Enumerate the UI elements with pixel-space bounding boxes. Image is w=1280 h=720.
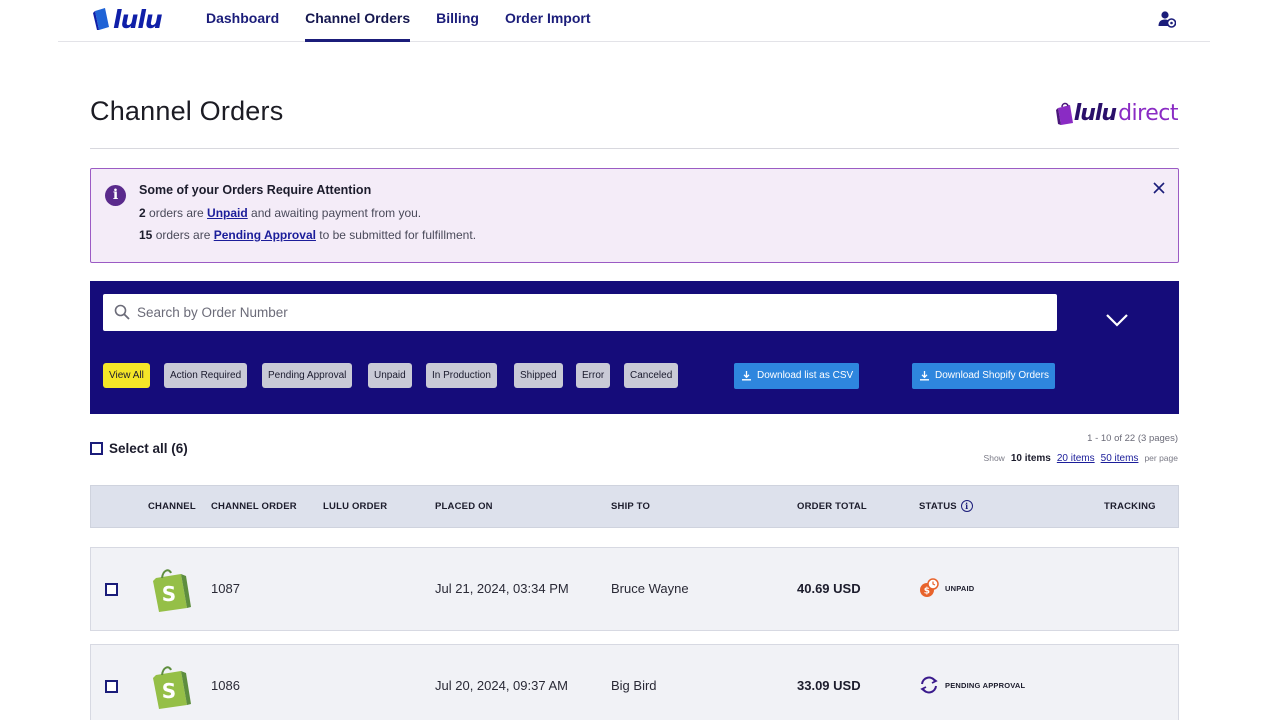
order-total: 33.09 USD [797, 678, 861, 693]
lulu-direct-logo-part1: lulu [1073, 101, 1117, 126]
placed-on: Jul 20, 2024, 09:37 AM [435, 678, 568, 693]
row-checkbox[interactable] [105, 583, 118, 596]
shopify-icon: S [153, 569, 191, 612]
attention-alert: i Some of your Orders Require Attention … [90, 168, 1179, 263]
select-all-checkbox[interactable] [90, 442, 103, 455]
page-size-selector: Show 10 items 20 items 50 items per page [984, 453, 1178, 464]
download-csv-button[interactable]: Download list as CSV [734, 363, 860, 389]
col-channel-order: CHANNEL ORDER [211, 501, 297, 512]
per-page-label: per page [1144, 453, 1178, 463]
main-nav: Dashboard Channel Orders Billing Order I… [206, 0, 617, 42]
info-icon: i [105, 185, 126, 206]
status-label: PENDING APPROVAL [945, 680, 1026, 690]
pagination-summary: 1 - 10 of 22 (3 pages) [1087, 433, 1178, 444]
shopping-bag-logo-icon [1055, 102, 1073, 125]
svg-text:S: S [162, 679, 176, 703]
svg-text:$: $ [924, 587, 930, 597]
col-status: STATUS i [919, 486, 973, 527]
top-navigation: lulu Dashboard Channel Orders Billing Or… [58, 0, 1210, 42]
select-all-label: Select all (6) [109, 441, 188, 456]
select-all[interactable]: Select all (6) [90, 441, 188, 456]
col-tracking: TRACKING [1104, 501, 1156, 512]
col-ship-to: SHIP TO [611, 501, 651, 512]
col-placed-on: PLACED ON [435, 501, 493, 512]
show-label: Show [983, 453, 1005, 463]
filter-view-all[interactable]: View All [103, 363, 150, 388]
alert-text: and awaiting payment from you. [247, 206, 422, 220]
filter-unpaid[interactable]: Unpaid [368, 363, 412, 388]
filter-in-production[interactable]: In Production [426, 363, 497, 388]
close-icon[interactable] [1152, 181, 1166, 195]
divider [90, 148, 1179, 149]
alert-unpaid-line: 2 orders are Unpaid and awaiting payment… [139, 206, 421, 220]
alert-text: to be submitted for fulfillment. [315, 228, 477, 242]
order-total: 40.69 USD [797, 581, 861, 596]
col-status-label: STATUS [919, 501, 957, 512]
placed-on: Jul 21, 2024, 03:34 PM [435, 581, 569, 596]
col-lulu-order: LULU ORDER [323, 501, 388, 512]
table-header: CHANNEL CHANNEL ORDER LULU ORDER PLACED … [90, 485, 1179, 528]
table-row[interactable]: S 1086 Jul 20, 2024, 09:37 AM Big Bird 3… [90, 644, 1179, 720]
status-badge: PENDING APPROVAL [919, 676, 1025, 694]
logo-text: lulu [113, 4, 163, 34]
alert-title: Some of your Orders Require Attention [139, 183, 372, 197]
lulu-direct-logo-part2: direct [1118, 101, 1178, 126]
chevron-down-icon[interactable] [1105, 311, 1129, 329]
filter-pending-approval[interactable]: Pending Approval [262, 363, 353, 388]
page-title: Channel Orders [90, 96, 284, 126]
row-checkbox[interactable] [105, 680, 118, 693]
alert-text: orders are [145, 206, 208, 220]
filter-error[interactable]: Error [576, 363, 611, 388]
download-shopify-label: Download Shopify Orders [935, 370, 1049, 381]
filter-canceled[interactable]: Canceled [624, 363, 679, 388]
alert-text: orders are [152, 228, 214, 242]
search-input[interactable] [137, 294, 1037, 331]
status-badge: $ UNPAID [919, 578, 974, 598]
pending-approval-link[interactable]: Pending Approval [213, 228, 316, 242]
svg-text:S: S [162, 582, 176, 606]
user-settings-icon[interactable] [1158, 10, 1176, 28]
download-icon [920, 371, 929, 381]
status-info-icon[interactable]: i [960, 500, 973, 513]
channel-order: 1087 [211, 581, 240, 596]
col-channel: CHANNEL [148, 501, 196, 512]
nav-billing[interactable]: Billing [436, 10, 479, 26]
filter-panel: View All Action Required Pending Approva… [90, 281, 1179, 414]
download-shopify-button[interactable]: Download Shopify Orders [912, 363, 1055, 389]
nav-channel-orders[interactable]: Channel Orders [305, 0, 411, 42]
search-box [103, 294, 1057, 331]
ship-to: Bruce Wayne [611, 581, 689, 596]
col-order-total: ORDER TOTAL [797, 501, 867, 512]
page-size-20[interactable]: 20 items [1056, 453, 1095, 464]
filter-shipped[interactable]: Shipped [514, 363, 563, 388]
unpaid-clock-icon: $ [920, 578, 939, 597]
alert-pending-line: 15 orders are Pending Approval to be sub… [139, 228, 476, 242]
download-csv-label: Download list as CSV [757, 370, 854, 381]
nav-dashboard[interactable]: Dashboard [206, 10, 280, 26]
nav-order-import[interactable]: Order Import [504, 10, 591, 26]
search-icon [114, 304, 130, 320]
table-row[interactable]: S 1087 Jul 21, 2024, 03:34 PM Bruce Wayn… [90, 547, 1179, 631]
unpaid-link[interactable]: Unpaid [207, 206, 248, 220]
ship-to: Big Bird [611, 678, 657, 693]
unpaid-count: 2 [139, 206, 146, 220]
shopify-icon: S [153, 666, 191, 709]
filter-action-required[interactable]: Action Required [164, 363, 248, 388]
lulu-direct-logo: lulu direct [1055, 101, 1178, 126]
book-logo-icon [93, 8, 109, 30]
download-icon [742, 371, 751, 381]
status-label: UNPAID [945, 583, 975, 593]
current-page-size: 10 items [1010, 453, 1051, 464]
pending-sync-icon [920, 676, 938, 694]
pending-count: 15 [139, 228, 153, 242]
lulu-logo[interactable]: lulu [93, 4, 163, 34]
channel-order: 1086 [211, 678, 240, 693]
page-size-50[interactable]: 50 items [1100, 453, 1139, 464]
